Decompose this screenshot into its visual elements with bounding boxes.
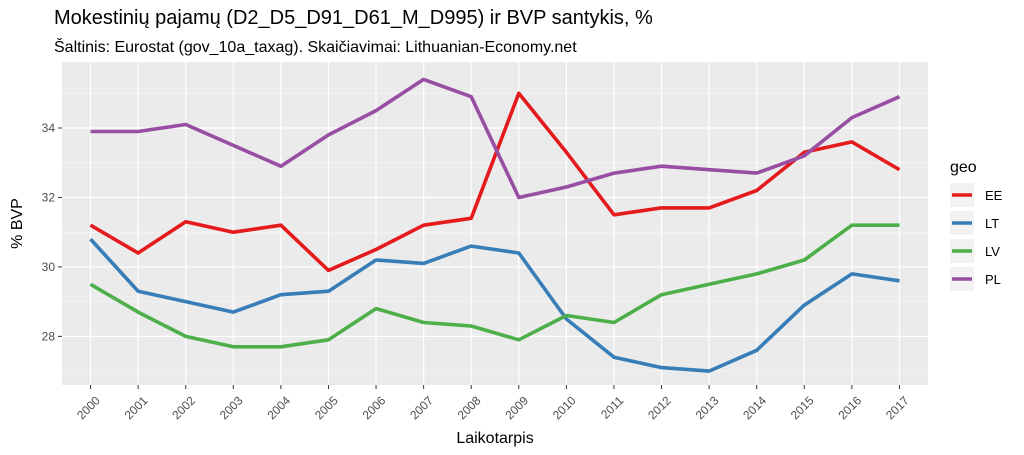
x-tick-label: 2003 [217,393,246,422]
x-tick-label: 2016 [835,393,864,422]
y-tick-label: 34 [42,121,56,135]
y-axis-title: % BVP [9,198,26,249]
legend: geo EE LT LV PL [950,159,1003,291]
legend-label: EE [985,188,1003,203]
series-line-lv [89,223,900,349]
legend-item-lt: LT [950,211,999,235]
major-gridlines [62,62,928,385]
legend-label: LT [985,216,999,231]
x-tick-label: 2012 [645,393,674,422]
x-tick-label: 2006 [360,393,389,422]
series-line-pl [90,77,901,200]
legend-label: PL [985,272,1001,287]
legend-item-ee: EE [950,183,1003,207]
chart-subtitle: Šaltinis: Eurostat (gov_10a_taxag). Skai… [54,37,577,56]
legend-label: LV [985,244,1000,259]
x-tick-label: 2004 [264,393,293,422]
y-tick-label: 30 [42,260,56,274]
x-axis: 2000 2001 2002 2003 2004 2005 2006 2007 2008 2009… [74,385,912,422]
x-tick-label: 2007 [407,393,436,422]
x-tick-label: 2005 [312,393,341,422]
x-tick-label: 2002 [169,393,198,422]
y-axis: 28 30 32 34 [42,121,62,343]
y-tick-label: 32 [42,190,56,204]
x-tick-label: 2001 [122,393,151,422]
x-tick-label: 2000 [74,393,103,422]
legend-item-pl: PL [950,267,1001,291]
legend-title: geo [950,159,977,176]
x-tick-label: 2011 [598,393,626,421]
x-tick-label: 2014 [740,393,769,422]
legend-item-lv: LV [950,239,1000,263]
x-tick-label: 2017 [883,393,912,422]
y-tick-label: 28 [42,329,56,343]
x-tick-label: 2010 [550,393,579,422]
series-line-ee [89,91,901,273]
x-tick-label: 2009 [502,393,531,422]
series-line-lt [89,237,900,373]
x-tick-label: 2015 [788,393,817,422]
chart-title: Mokestinių pajamų (D2_D5_D91_D61_M_D995)… [54,7,653,29]
minor-gridlines [62,92,928,372]
series-lines [89,77,901,373]
x-axis-title: Laikotarpis [456,430,533,447]
x-tick-label: 2008 [455,393,484,422]
x-tick-label: 2013 [693,393,722,422]
